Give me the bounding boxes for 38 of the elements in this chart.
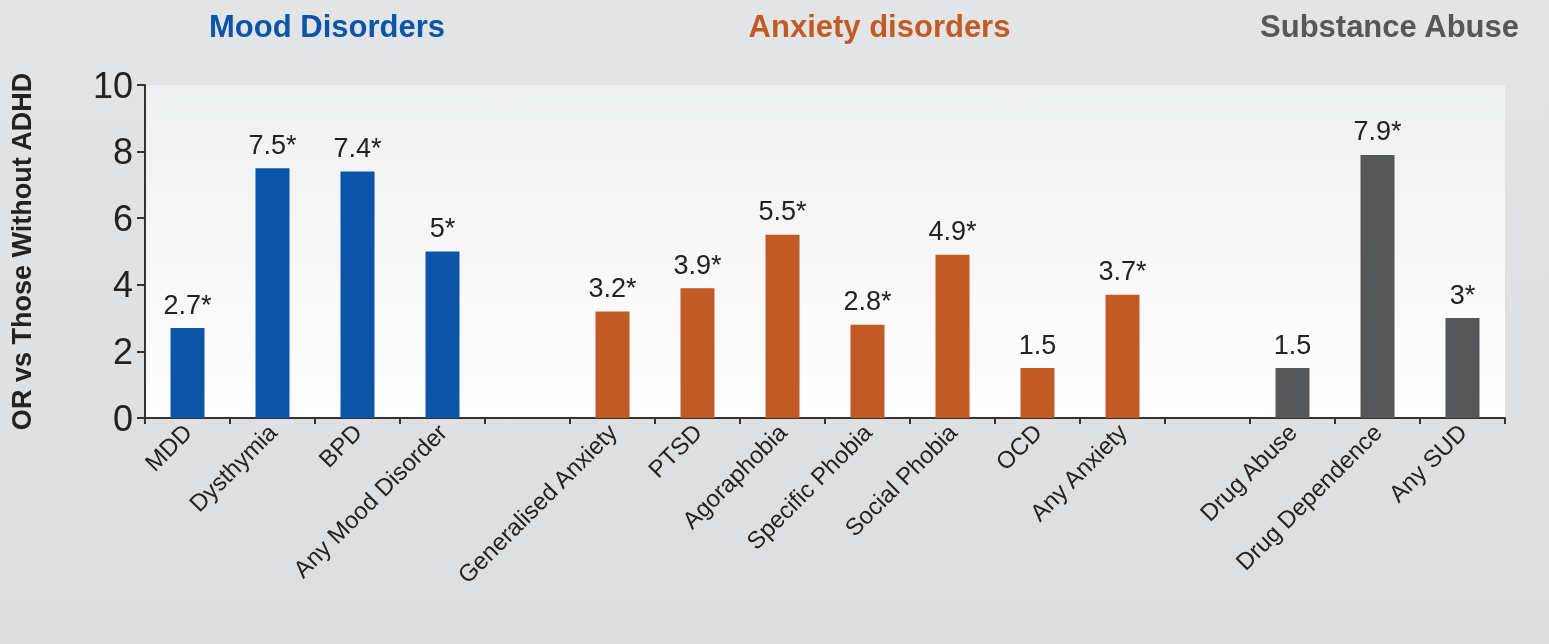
data-label: 5* (429, 213, 456, 243)
data-label: 7.9* (1353, 116, 1403, 147)
bar (850, 324, 885, 418)
data-label: 5.5* (758, 196, 808, 227)
bar (1445, 318, 1480, 418)
data-label: 2.7* (163, 289, 213, 320)
data-label: 7.5* (248, 129, 298, 160)
bar (765, 234, 800, 418)
data-label: 3.2* (588, 272, 638, 303)
data-label: 4.9* (928, 216, 978, 247)
bar (1275, 368, 1310, 418)
y-tick-label: 8 (112, 131, 133, 173)
data-label: 2.8* (843, 286, 893, 317)
bar (595, 311, 630, 418)
y-tick-label: 0 (112, 397, 133, 439)
text: Mood Disorders (209, 8, 445, 44)
text: Anxiety disorders (748, 8, 1011, 44)
y-tick-label: 2 (112, 330, 133, 372)
data-label: 1.5 (1273, 329, 1312, 360)
bar (425, 251, 460, 418)
data-label: 3* (1449, 279, 1476, 310)
bar (255, 168, 290, 418)
bar (680, 288, 715, 418)
bar (1020, 368, 1055, 418)
data-label: 7.4* (333, 133, 383, 164)
y-tick-label: 4 (112, 264, 133, 306)
bar (935, 254, 970, 418)
bar (340, 171, 375, 418)
y-axis-title: OR vs Those Without ADHD (6, 72, 37, 431)
data-label: 3.7* (1098, 256, 1148, 287)
data-label: 1.5 (1018, 329, 1057, 360)
bar (1105, 294, 1140, 418)
y-tick-label: 10 (92, 64, 133, 106)
text: Substance Abuse (1260, 8, 1519, 44)
data-label: 3.9* (673, 249, 723, 280)
bar (1360, 154, 1395, 418)
bar (170, 328, 205, 418)
y-tick-label: 6 (112, 197, 133, 239)
